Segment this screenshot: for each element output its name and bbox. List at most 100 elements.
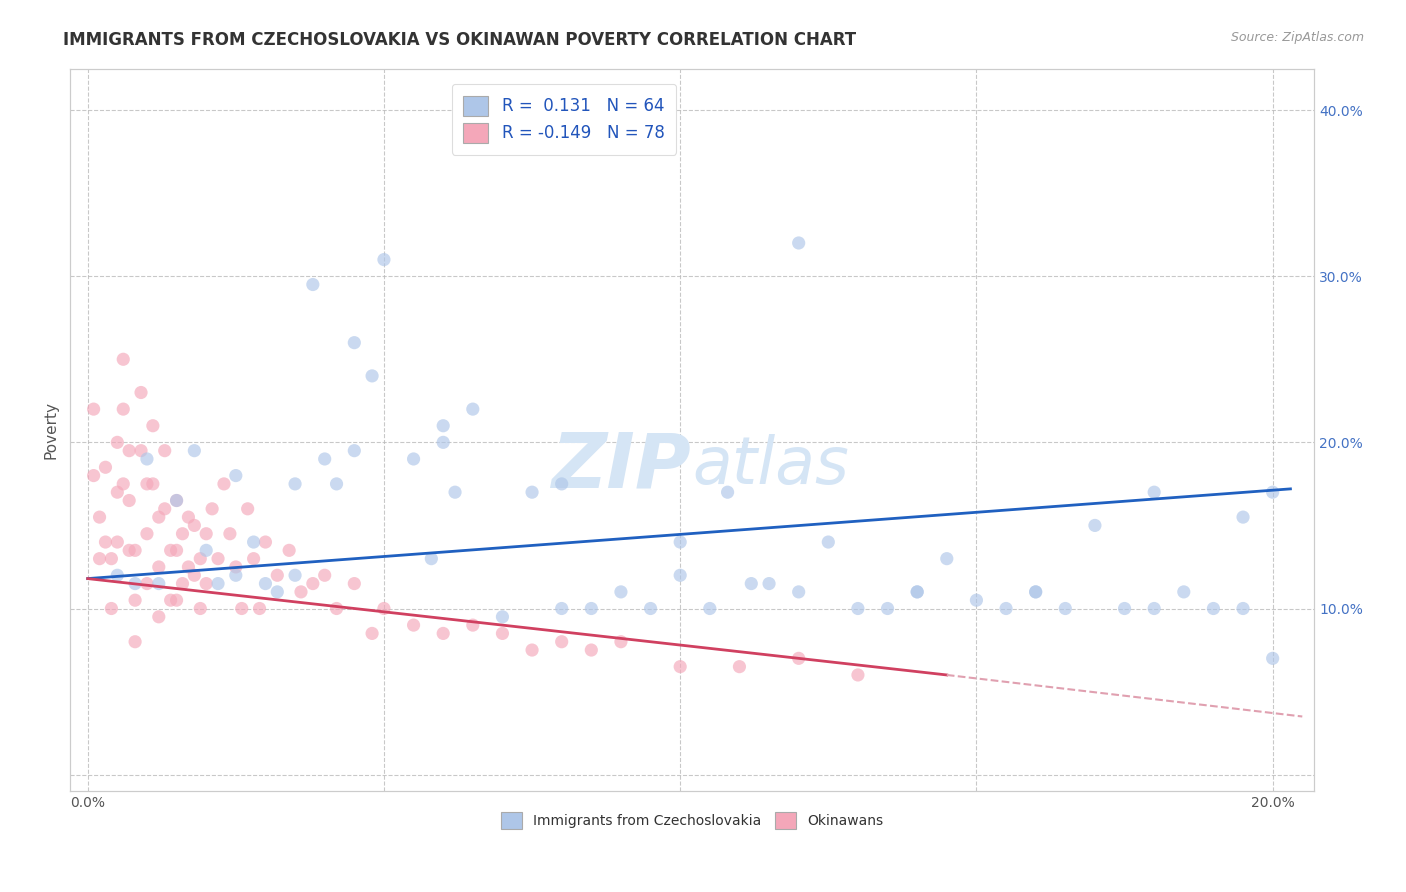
Point: [225, 468, 247, 483]
Point: [266, 585, 288, 599]
Point: [148, 609, 170, 624]
Point: [314, 568, 336, 582]
Point: [124, 576, 146, 591]
Point: [284, 476, 307, 491]
Point: [787, 585, 810, 599]
Point: [136, 452, 159, 467]
Point: [302, 576, 325, 591]
Point: [1202, 601, 1225, 615]
Point: [172, 576, 194, 591]
Point: [1143, 601, 1166, 615]
Point: [846, 668, 869, 682]
Point: [432, 418, 454, 433]
Point: [1143, 485, 1166, 500]
Point: [166, 543, 188, 558]
Point: [212, 476, 235, 491]
Point: [112, 352, 135, 367]
Point: [236, 501, 259, 516]
Point: [1054, 601, 1077, 615]
Point: [640, 601, 662, 615]
Point: [787, 235, 810, 250]
Point: [159, 543, 181, 558]
Point: [94, 535, 117, 549]
Point: [142, 418, 165, 433]
Point: [610, 585, 633, 599]
Point: [284, 568, 307, 582]
Point: [183, 518, 205, 533]
Point: [105, 535, 128, 549]
Point: [373, 252, 395, 267]
Point: [290, 585, 312, 599]
Point: [136, 526, 159, 541]
Point: [325, 476, 347, 491]
Point: [254, 576, 277, 591]
Point: [166, 593, 188, 607]
Point: [89, 551, 111, 566]
Point: [905, 585, 928, 599]
Point: [124, 634, 146, 648]
Point: [550, 634, 572, 648]
Point: [118, 443, 141, 458]
Point: [183, 443, 205, 458]
Point: [550, 601, 572, 615]
Point: [148, 576, 170, 591]
Point: [201, 501, 224, 516]
Point: [1025, 585, 1047, 599]
Point: [995, 601, 1018, 615]
Point: [1261, 485, 1284, 500]
Y-axis label: Poverty: Poverty: [44, 401, 58, 458]
Point: [136, 576, 159, 591]
Point: [669, 659, 692, 673]
Point: [118, 543, 141, 558]
Point: [740, 576, 762, 591]
Point: [905, 585, 928, 599]
Point: [420, 551, 443, 566]
Point: [94, 460, 117, 475]
Point: [100, 551, 122, 566]
Point: [461, 402, 484, 417]
Point: [195, 543, 218, 558]
Text: Source: ZipAtlas.com: Source: ZipAtlas.com: [1230, 31, 1364, 45]
Point: [195, 576, 218, 591]
Text: IMMIGRANTS FROM CZECHOSLOVAKIA VS OKINAWAN POVERTY CORRELATION CHART: IMMIGRANTS FROM CZECHOSLOVAKIA VS OKINAW…: [63, 31, 856, 49]
Point: [876, 601, 898, 615]
Point: [112, 402, 135, 417]
Point: [581, 643, 603, 657]
Point: [361, 626, 384, 640]
Point: [278, 543, 301, 558]
Point: [550, 476, 572, 491]
Point: [1261, 651, 1284, 665]
Legend: Immigrants from Czechoslovakia, Okinawans: Immigrants from Czechoslovakia, Okinawan…: [495, 807, 889, 835]
Point: [148, 510, 170, 524]
Point: [1232, 601, 1254, 615]
Point: [402, 452, 425, 467]
Point: [520, 485, 543, 500]
Point: [172, 526, 194, 541]
Point: [520, 643, 543, 657]
Point: [361, 368, 384, 383]
Point: [225, 568, 247, 582]
Point: [444, 485, 467, 500]
Point: [105, 435, 128, 450]
Point: [219, 526, 242, 541]
Point: [100, 601, 122, 615]
Point: [142, 476, 165, 491]
Point: [343, 335, 366, 350]
Point: [669, 535, 692, 549]
Point: [343, 576, 366, 591]
Point: [1025, 585, 1047, 599]
Point: [1232, 510, 1254, 524]
Point: [83, 402, 105, 417]
Point: [242, 535, 264, 549]
Point: [716, 485, 738, 500]
Point: [105, 485, 128, 500]
Point: [266, 568, 288, 582]
Point: [461, 618, 484, 632]
Point: [83, 468, 105, 483]
Point: [166, 493, 188, 508]
Point: [432, 626, 454, 640]
Point: [136, 476, 159, 491]
Point: [207, 551, 229, 566]
Point: [183, 568, 205, 582]
Point: [373, 601, 395, 615]
